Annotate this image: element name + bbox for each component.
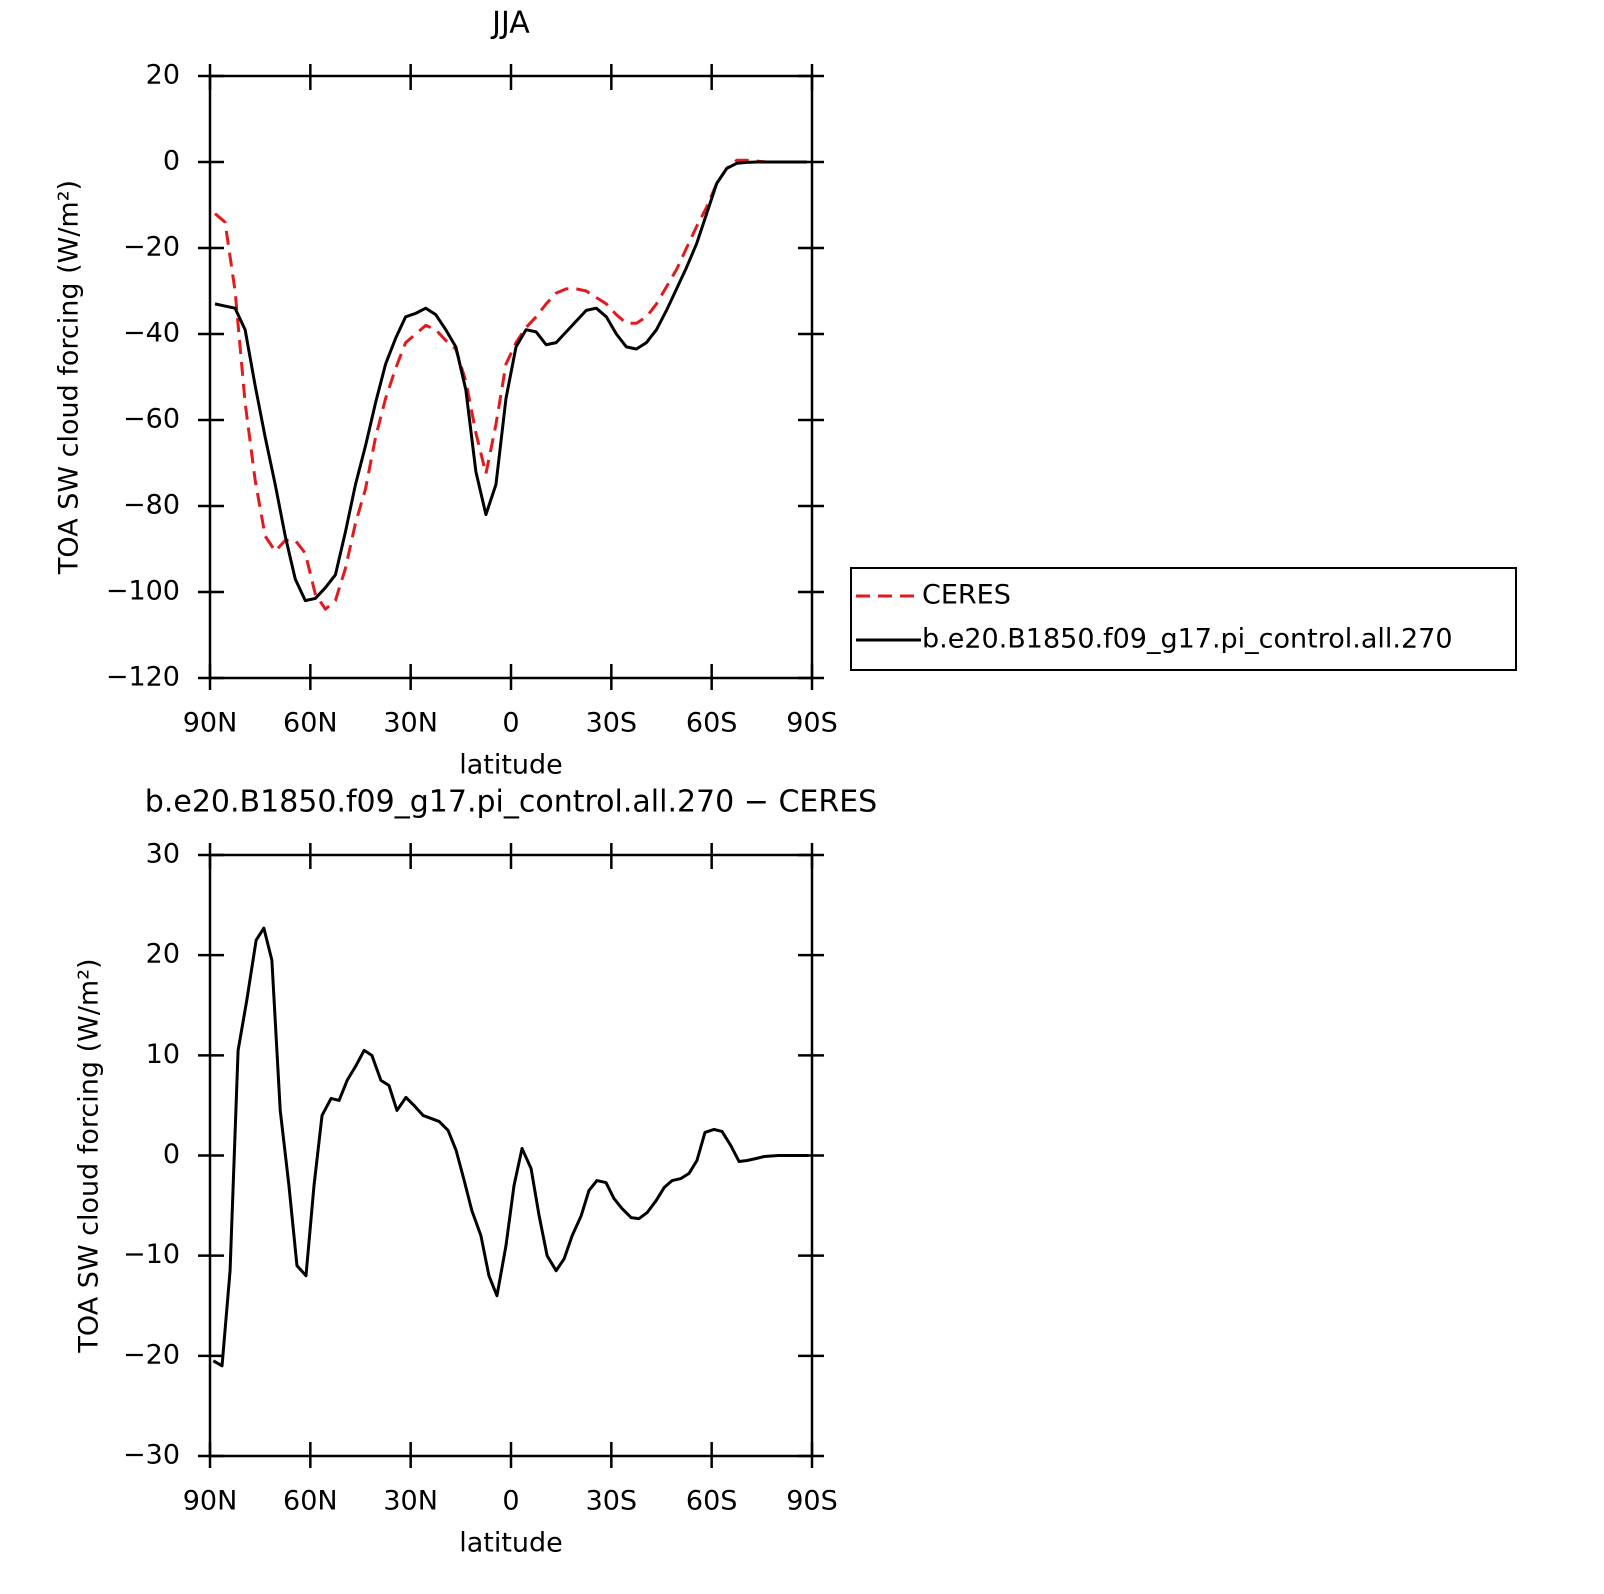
y-axis-label: TOA SW cloud forcing (W/m²) [74, 958, 105, 1353]
x-tick-label: 90S [786, 708, 838, 739]
y-tick-label: −20 [123, 1339, 180, 1370]
x-tick-label: 60S [686, 1486, 738, 1517]
x-tick-label: 0 [502, 1486, 519, 1517]
y-tick-label: −10 [123, 1239, 180, 1270]
y-tick-label: −60 [123, 404, 180, 435]
plot-frame [208, 853, 814, 1458]
x-tick-label: 0 [502, 708, 519, 739]
legend-label: CERES [922, 580, 1011, 611]
x-tick-label: 30S [586, 708, 638, 739]
x-tick-label: 90S [786, 1486, 838, 1517]
data-line [214, 160, 807, 603]
x-tick-label: 30N [383, 708, 438, 739]
plot-frame [208, 74, 814, 680]
y-tick-label: −120 [106, 662, 180, 693]
data-line [214, 158, 807, 611]
x-tick-label: 90N [183, 1486, 238, 1517]
y-tick-label: 10 [146, 1039, 180, 1070]
y-tick-label: 20 [146, 60, 180, 91]
y-tick-label: 0 [163, 146, 180, 177]
x-tick-label: 60N [283, 1486, 338, 1517]
chart-title: b.e20.B1850.f09_g17.pi_control.all.270 −… [145, 785, 877, 820]
y-axis-label: TOA SW cloud forcing (W/m²) [54, 180, 85, 575]
x-tick-label: 90N [183, 708, 238, 739]
x-tick-label: 60S [686, 708, 738, 739]
x-axis-label: latitude [459, 1528, 563, 1559]
legend-box [850, 567, 1517, 671]
y-tick-label: −100 [106, 576, 180, 607]
legend-label: b.e20.B1850.f09_g17.pi_control.all.270 [922, 624, 1453, 655]
x-tick-label: 60N [283, 708, 338, 739]
y-tick-label: 0 [163, 1139, 180, 1170]
y-tick-label: 20 [146, 939, 180, 970]
y-tick-label: −30 [123, 1440, 180, 1471]
y-tick-label: 30 [146, 839, 180, 870]
data-line [212, 926, 809, 1368]
y-tick-label: −80 [123, 490, 180, 521]
x-axis-label: latitude [459, 750, 563, 781]
y-tick-label: −20 [123, 232, 180, 263]
chart-title: JJA [490, 6, 530, 41]
x-tick-label: 30N [383, 1486, 438, 1517]
y-tick-label: −40 [123, 318, 180, 349]
x-tick-label: 30S [586, 1486, 638, 1517]
